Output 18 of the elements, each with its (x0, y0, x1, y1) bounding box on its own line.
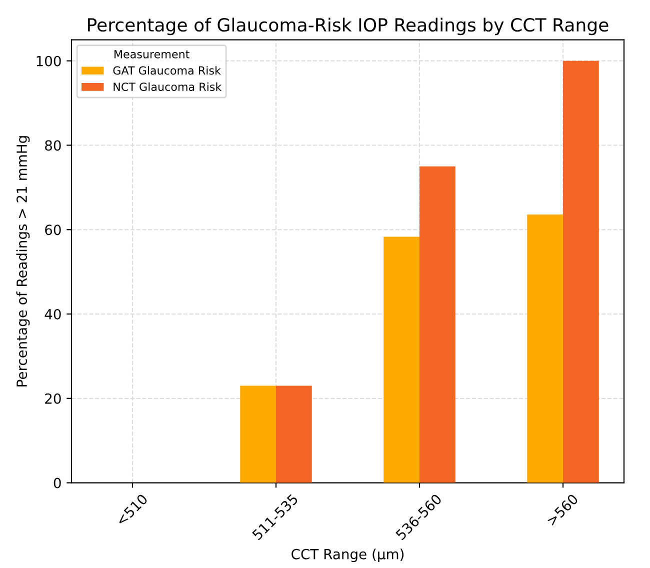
chart-title: Percentage of Glaucoma-Risk IOP Readings by CCT Range (88, 18, 608, 36)
y-tick-label: 0 (54, 478, 61, 488)
bar (563, 60, 599, 483)
bar (527, 214, 564, 483)
y-tick-label: 40 (44, 308, 61, 320)
y-axis-title: Percentage of Readings > 21 mmHg (16, 136, 30, 386)
bar (420, 166, 456, 483)
bar (384, 236, 420, 483)
legend-title: Measurement (114, 50, 190, 58)
bar (276, 386, 312, 483)
y-tick-label: 100 (36, 56, 61, 66)
bar (240, 386, 276, 483)
y-tick-label: 80 (45, 140, 61, 151)
legend-label: GAT Glaucoma Risk (113, 66, 221, 75)
y-tick-label: 60 (45, 224, 61, 236)
y-tick-label: 20 (45, 393, 61, 404)
x-axis-title: CCT Range (µm) (292, 548, 404, 562)
legend-label: NCT Glaucoma Risk (114, 82, 222, 91)
